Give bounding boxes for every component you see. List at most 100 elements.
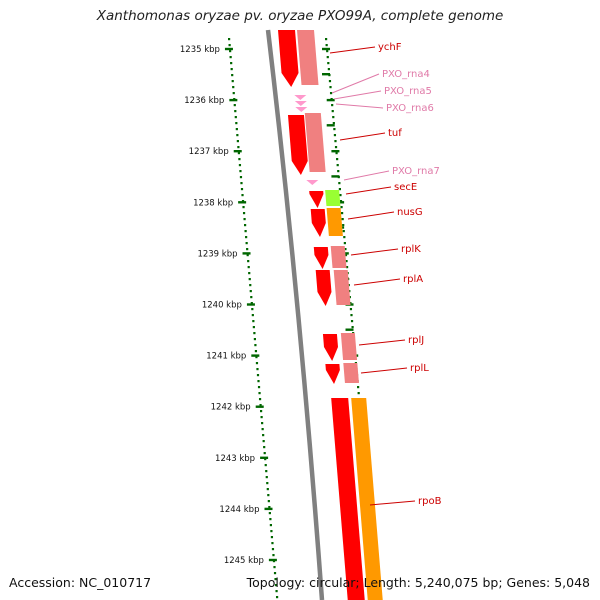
tick-dot — [236, 134, 239, 137]
feature-rplA-translation — [333, 270, 351, 305]
tick-label: 1243 kbp — [215, 454, 255, 464]
tick-dot — [261, 422, 264, 425]
label-leader — [345, 186, 392, 195]
tick-dot — [266, 482, 269, 485]
tick-dot — [267, 500, 270, 503]
tick-label: 1236 kbp — [184, 96, 224, 106]
tick-dot — [337, 170, 340, 173]
tick-dot — [243, 224, 247, 227]
tick-dot — [246, 254, 249, 257]
tick-dot — [333, 134, 337, 137]
tick-dot — [336, 164, 339, 167]
tick-dot — [233, 104, 236, 107]
tick-dot — [345, 260, 348, 263]
tick-dot — [248, 278, 251, 281]
backbone — [265, 29, 325, 600]
label-leader — [339, 132, 386, 141]
tick-dot — [254, 344, 257, 347]
tick-dot — [232, 86, 235, 89]
label-leader — [358, 339, 406, 346]
tick-dot — [349, 308, 353, 311]
tick-dot — [257, 380, 260, 383]
gene-label-PXO_rna6: PXO_rna6 — [386, 103, 434, 114]
tick-dot — [341, 212, 344, 215]
tick-dot — [262, 434, 265, 437]
feature-nusG-translation — [326, 208, 343, 236]
tick-dot — [232, 92, 235, 95]
tick-dot — [331, 110, 334, 113]
feature-tuf — [287, 115, 308, 175]
tick-mark — [345, 328, 354, 331]
gene-label-rplA: rplA — [403, 274, 423, 285]
tick-dot — [338, 182, 341, 185]
feature-secE-translation — [325, 190, 341, 206]
tick-label: 1238 kbp — [193, 198, 233, 208]
tick-dot — [230, 62, 233, 65]
tick-dot — [260, 416, 263, 419]
tick-mark — [264, 507, 273, 511]
tick-dot — [334, 146, 338, 149]
tick-dot — [249, 290, 252, 293]
tick-dot — [238, 158, 241, 161]
tick-dot — [244, 230, 247, 233]
tick-dot — [235, 122, 238, 125]
tick-dot — [257, 386, 261, 389]
gene-label-rplJ: rplJ — [408, 335, 424, 346]
tick-dot — [241, 194, 244, 197]
tick-dot — [336, 158, 339, 161]
tick-dot — [264, 458, 267, 461]
tick-dot — [351, 326, 354, 329]
tick-dot — [230, 68, 233, 71]
tick-dot — [344, 248, 347, 251]
tick-dot — [274, 584, 278, 587]
tick-dot — [332, 116, 335, 119]
feature-rna6 — [295, 107, 308, 112]
tick-dot — [247, 266, 250, 269]
tick-mark — [224, 47, 233, 51]
feature-rplJ-translation — [340, 333, 358, 360]
tick-dot — [242, 212, 246, 215]
tick-dot — [338, 188, 341, 191]
tick-dot — [253, 332, 256, 335]
tick-dot — [265, 470, 268, 473]
feature-rplK — [313, 247, 329, 269]
tick-mark — [322, 47, 331, 51]
tick-dot — [326, 56, 329, 59]
gene-label-ychF: ychF — [378, 42, 402, 53]
tick-dot — [275, 590, 278, 593]
tick-dot — [327, 68, 330, 71]
tick-dot — [234, 116, 237, 119]
tick-dot — [263, 452, 266, 455]
tick-dot — [268, 506, 271, 509]
tick-dot — [237, 152, 241, 155]
label-leader — [347, 211, 395, 220]
gene-label-secE: secE — [394, 182, 417, 193]
tick-dot — [236, 140, 239, 143]
tick-dot — [254, 350, 258, 353]
gene-label-PXO_rna4: PXO_rna4 — [382, 69, 430, 80]
tick-dot — [259, 410, 263, 413]
tick-dot — [357, 386, 360, 389]
tick-mark — [251, 354, 260, 357]
tick-dot — [339, 194, 342, 197]
tick-mark — [238, 201, 247, 204]
tick-dot — [248, 272, 251, 275]
tick-dot — [256, 374, 260, 377]
tick-mark — [246, 303, 255, 306]
tick-dot — [273, 572, 277, 575]
tick-dot — [258, 392, 261, 395]
tick-mark — [255, 405, 264, 408]
tick-label: 1235 kbp — [180, 45, 220, 55]
label-leader — [331, 73, 380, 94]
tick-dot — [350, 314, 353, 317]
feature-secE — [309, 191, 324, 208]
tick-label: 1245 kbp — [224, 556, 264, 566]
feature-ychF — [278, 30, 299, 87]
tick-dot — [251, 314, 254, 317]
tick-dot — [235, 128, 238, 131]
tick-dot — [264, 464, 267, 467]
tick-label: 1237 kbp — [189, 147, 229, 157]
tick-mark — [326, 98, 335, 102]
feature-tuf-translation — [304, 113, 326, 172]
